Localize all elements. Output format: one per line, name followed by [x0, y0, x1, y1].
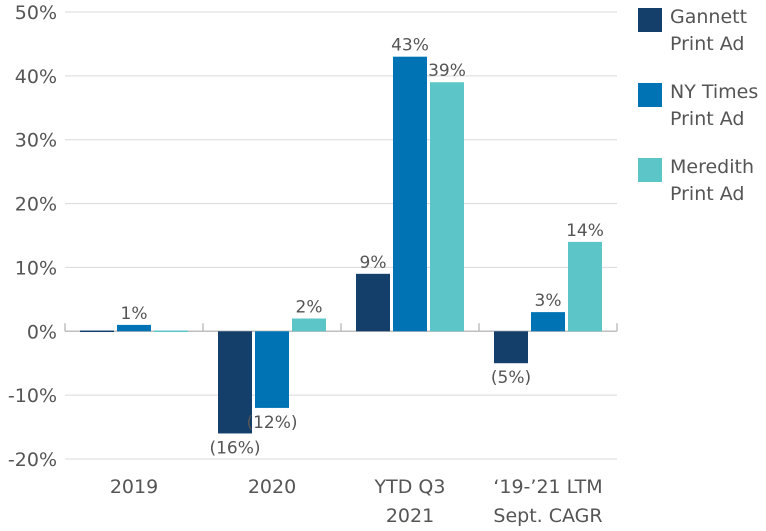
legend-swatch: [638, 8, 662, 32]
bar-gannett: [356, 273, 390, 332]
data-label: 3%: [535, 291, 562, 311]
bar-meredith: [430, 82, 464, 332]
bar-ny-times: [531, 312, 565, 332]
y-tick-label: 10%: [15, 257, 57, 279]
data-label: 39%: [428, 61, 466, 81]
data-label: 1%: [121, 304, 148, 324]
y-tick-label: 50%: [15, 2, 57, 24]
x-tick-label: 2019: [110, 476, 158, 498]
legend-label: NY Times Print Ad: [670, 81, 759, 130]
bar-gannett: [218, 331, 252, 434]
data-label: (5%): [491, 368, 531, 388]
data-label: (16%): [209, 438, 260, 458]
legend-swatch: [638, 83, 662, 107]
data-label: (12%): [246, 413, 297, 433]
bar-gannett: [80, 330, 114, 333]
y-tick-label: 20%: [15, 194, 57, 216]
y-tick-label: 0%: [27, 321, 57, 343]
legend-label: Gannett Print Ad: [670, 6, 748, 55]
bar-ny-times: [255, 331, 289, 408]
data-label: 2%: [296, 298, 323, 318]
data-label: 14%: [566, 221, 604, 241]
bar-meredith: [568, 241, 602, 332]
y-tick-label: -20%: [8, 449, 57, 471]
legend-swatch: [638, 158, 662, 182]
bar-ny-times: [393, 56, 427, 332]
x-tick-label: ‘19-’21 LTM Sept. CAGR: [493, 476, 602, 527]
y-tick-label: -10%: [8, 385, 57, 407]
data-label: 9%: [360, 253, 387, 273]
y-tick-label: 30%: [15, 130, 57, 152]
data-label: 43%: [391, 36, 429, 56]
bar-meredith: [292, 318, 326, 332]
x-tick-label: YTD Q3 2021: [374, 476, 446, 527]
x-tick-label: 2020: [248, 476, 296, 498]
bar-ny-times: [117, 324, 151, 332]
y-tick-label: 40%: [15, 66, 57, 88]
bar-meredith: [154, 330, 188, 333]
bar-gannett: [494, 331, 528, 364]
legend-label: Meredith Print Ad: [670, 156, 754, 205]
